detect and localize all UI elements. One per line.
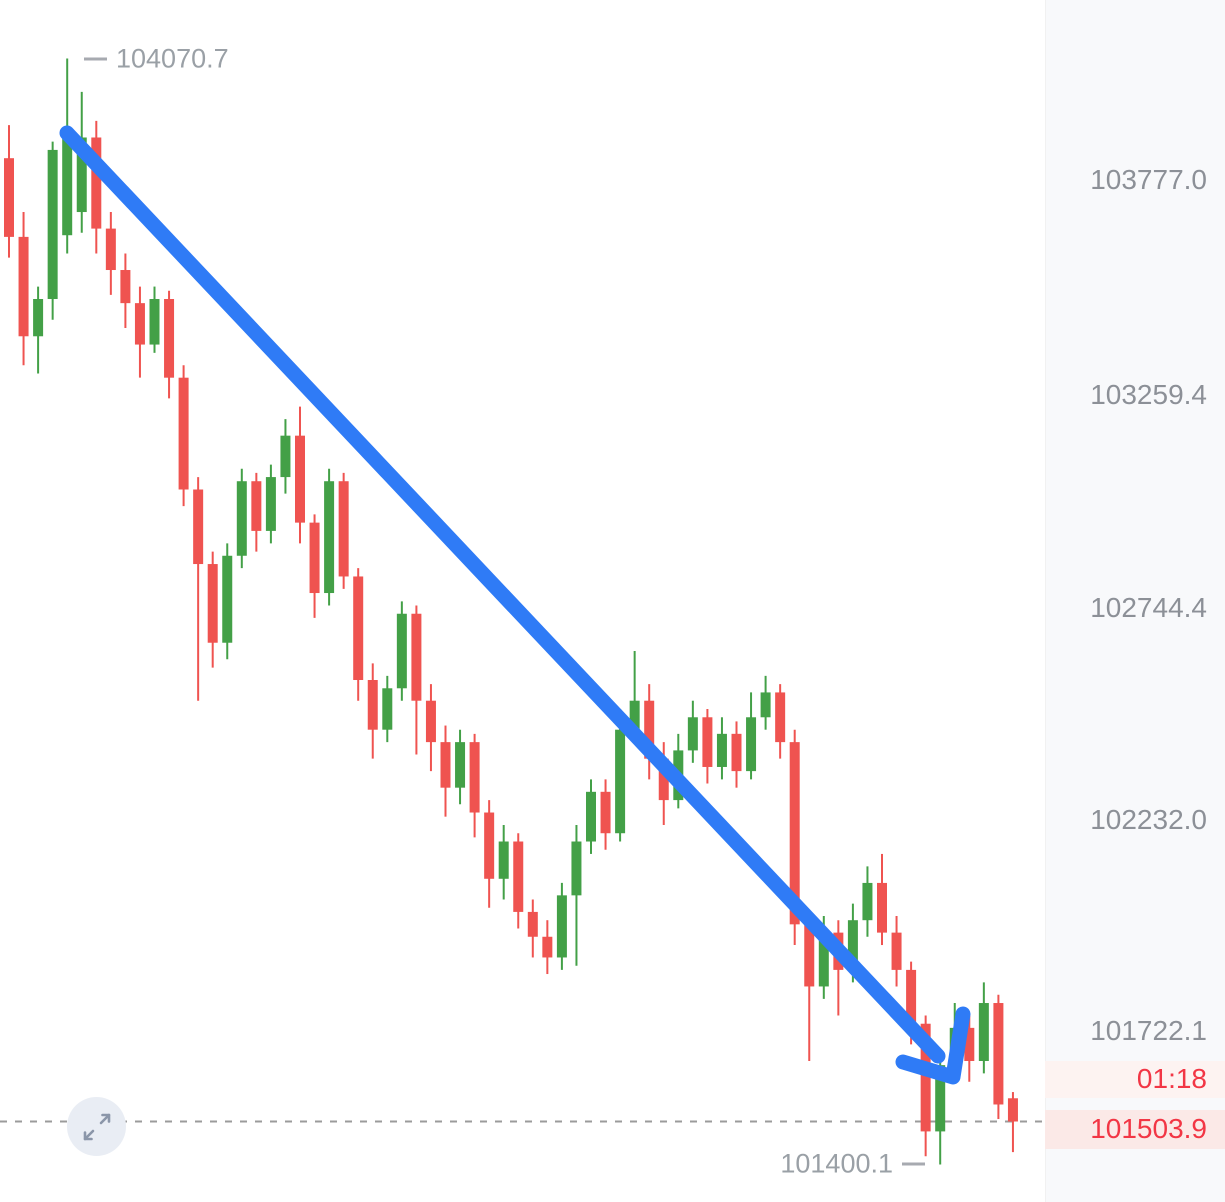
y-axis-price-label: 102744.4 — [1090, 591, 1207, 623]
y-axis-price-label: 103259.4 — [1090, 378, 1207, 410]
current-price-text: 101503.9 — [1090, 1113, 1207, 1144]
low-marker-dash-icon — [902, 1162, 925, 1166]
current-price-badge: 101503.9 — [1045, 1109, 1225, 1149]
price-axis-panel: 01:18 101503.9 103777.0 103259.4 102744.4 1… — [1045, 0, 1225, 1202]
expand-diagonal-arrows-icon — [83, 1113, 110, 1140]
y-axis-price-label: 103777.0 — [1090, 164, 1207, 196]
candle-countdown-badge: 01:18 — [1045, 1060, 1225, 1098]
high-marker-dash-icon — [84, 57, 107, 61]
countdown-text: 01:18 — [1136, 1063, 1207, 1094]
expand-chart-button[interactable] — [67, 1097, 126, 1156]
high-price-text: 104070.7 — [116, 43, 229, 74]
low-price-text: 101400.1 — [780, 1148, 893, 1179]
y-axis-price-label: 102232.0 — [1090, 803, 1207, 835]
y-axis-price-label: 101722.1 — [1090, 1015, 1207, 1047]
high-price-label: 104070.7 — [84, 45, 229, 72]
low-price-label: 101400.1 — [780, 1148, 925, 1179]
